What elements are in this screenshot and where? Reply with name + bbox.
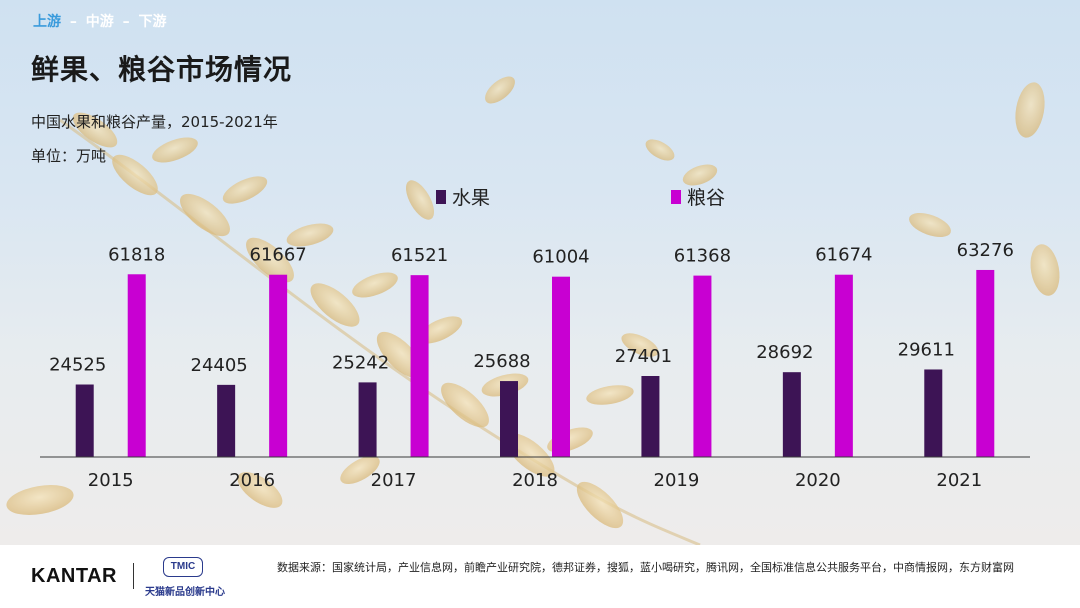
bar-fruit [924, 369, 943, 457]
breadcrumb: 上游 – 中游 – 下游 [33, 11, 167, 31]
tmic-name: 天猫新品创新中心 [145, 587, 225, 598]
data-label: 29611 [898, 339, 955, 360]
page-title: 鲜果、粮谷市场情况 [31, 53, 293, 86]
bar-grain [269, 274, 288, 457]
bar-chart: 24525 61818 2015 24405 61667 2016 25242 61521 20… [40, 187, 1030, 491]
kantar-logo: KANTAR [31, 565, 117, 587]
bar-grain [127, 274, 146, 457]
slide: 上游 – 中游 – 下游 鲜果、粮谷市场情况 中国水果和粮谷产量，2015-20… [0, 0, 1080, 545]
data-label: 25242 [332, 352, 389, 373]
footer: KANTAR TMIC 天猫新品创新中心 数据来源：国家统计局，产业信息网，前瞻… [0, 545, 1080, 608]
data-label: 25688 [473, 351, 530, 372]
data-label: 61521 [391, 245, 448, 266]
breadcrumb-item-midstream: 中游 [85, 14, 114, 30]
data-label: 63276 [957, 240, 1014, 261]
legend-label: 水果 [452, 187, 490, 209]
x-tick-label: 2021 [936, 470, 982, 491]
bar-fruit [217, 384, 236, 457]
data-label: 28692 [756, 342, 813, 363]
data-label: 61667 [250, 245, 307, 266]
bar-grain [693, 275, 712, 457]
x-tick-label: 2016 [229, 470, 275, 491]
bar-fruit [358, 382, 377, 457]
unit-label: 单位：万吨 [31, 147, 107, 165]
x-tick-label: 2017 [371, 470, 417, 491]
x-tick-label: 2020 [795, 470, 841, 491]
tmic-logo: TMIC 天猫新品创新中心 [145, 553, 235, 603]
data-label: 61818 [108, 244, 165, 265]
data-label: 61004 [532, 247, 589, 268]
bar-fruit [500, 381, 518, 457]
x-tick-label: 2018 [512, 470, 558, 491]
bar-fruit [782, 372, 801, 457]
bar-grain [410, 275, 429, 457]
data-label: 61674 [815, 245, 872, 266]
bar-grain [976, 269, 995, 457]
x-tick-label: 2019 [654, 470, 700, 491]
breadcrumb-item-downstream: 下游 [138, 14, 167, 30]
bar-grain [552, 276, 570, 457]
logo-divider [133, 563, 134, 589]
data-label: 24525 [49, 355, 106, 376]
bar-fruit [75, 384, 94, 457]
bar-grain [834, 274, 853, 457]
tmic-badge-icon: TMIC [163, 557, 203, 577]
breadcrumb-separator: – [69, 14, 77, 30]
legend-swatch [671, 190, 681, 204]
data-label: 61368 [674, 246, 731, 267]
breadcrumb-item-upstream: 上游 [33, 14, 61, 30]
bar-fruit [641, 376, 660, 457]
breadcrumb-separator: – [122, 14, 130, 30]
data-label: 24405 [191, 355, 248, 376]
x-tick-label: 2015 [88, 470, 134, 491]
data-label: 27401 [615, 346, 672, 367]
legend-label: 粮谷 [687, 187, 725, 209]
chart-subtitle: 中国水果和粮谷产量，2015-2021年 [31, 113, 278, 131]
legend-swatch [436, 190, 446, 204]
data-source: 数据来源：国家统计局，产业信息网，前瞻产业研究院，德邦证券，搜狐，蓝小喝研究，腾… [277, 561, 1014, 574]
